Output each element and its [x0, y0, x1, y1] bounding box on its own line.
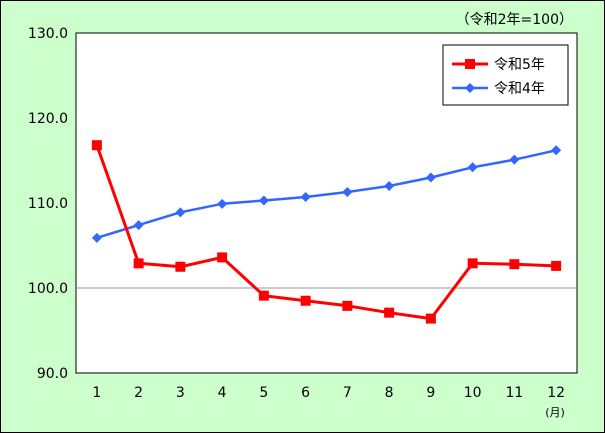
- x-tick-label: 1: [92, 385, 101, 401]
- x-tick-label: 8: [385, 385, 394, 401]
- data-point: [509, 154, 520, 165]
- x-tick-label: 7: [343, 385, 352, 401]
- x-tick-label: 11: [505, 385, 523, 401]
- data-point: [217, 252, 228, 263]
- x-tick-label: 12: [547, 385, 565, 401]
- data-point: [300, 192, 311, 203]
- legend-box: [442, 44, 569, 106]
- data-point: [467, 162, 478, 173]
- x-tick-label: 3: [176, 385, 185, 401]
- y-tick-label: 110.0: [28, 196, 68, 212]
- y-tick-label: 130.0: [28, 26, 68, 42]
- data-point: [384, 181, 395, 191]
- data-point: [551, 145, 562, 156]
- data-point: [509, 259, 520, 270]
- legend-marker: [465, 83, 475, 93]
- data-point: [384, 307, 395, 318]
- data-point: [425, 313, 436, 324]
- x-unit-label: (月): [545, 406, 565, 419]
- data-point: [342, 186, 353, 197]
- data-point: [133, 220, 144, 231]
- legend-marker: [465, 59, 475, 69]
- data-point: [258, 290, 269, 301]
- data-point: [175, 207, 186, 218]
- x-tick-label: 4: [218, 385, 227, 401]
- x-tick-label: 10: [464, 385, 482, 401]
- x-tick-labels: 1 2 3 4 5 6 7 8 9 10 11 12: [92, 385, 565, 401]
- unit-note: （令和2年=100）: [456, 12, 573, 28]
- data-point: [217, 198, 228, 209]
- x-tick-label: 2: [134, 385, 143, 401]
- data-point: [91, 232, 102, 243]
- y-tick-labels: 90.0 100.0 110.0 120.0 130.0: [28, 26, 68, 382]
- y-tick-label: 100.0: [28, 281, 68, 297]
- series-line: [95, 144, 557, 321]
- y-tick-label: 90.0: [37, 366, 68, 382]
- x-tick-label: 5: [259, 385, 268, 401]
- data-point: [467, 258, 478, 269]
- data-point: [133, 258, 144, 269]
- x-tick-label: 6: [301, 385, 310, 401]
- legend-label: 令和5年: [494, 57, 545, 73]
- legend-label: 令和4年: [494, 81, 545, 97]
- data-point: [551, 260, 562, 271]
- data-point: [91, 140, 102, 151]
- data-point: [258, 195, 269, 206]
- data-point: [175, 261, 186, 272]
- data-point: [300, 295, 311, 306]
- data-point: [342, 300, 353, 311]
- data-point: [425, 172, 436, 183]
- series-layer: [91, 140, 562, 324]
- series-line: [96, 149, 557, 239]
- x-tick-label: 9: [426, 385, 435, 401]
- y-tick-label: 120.0: [28, 111, 68, 127]
